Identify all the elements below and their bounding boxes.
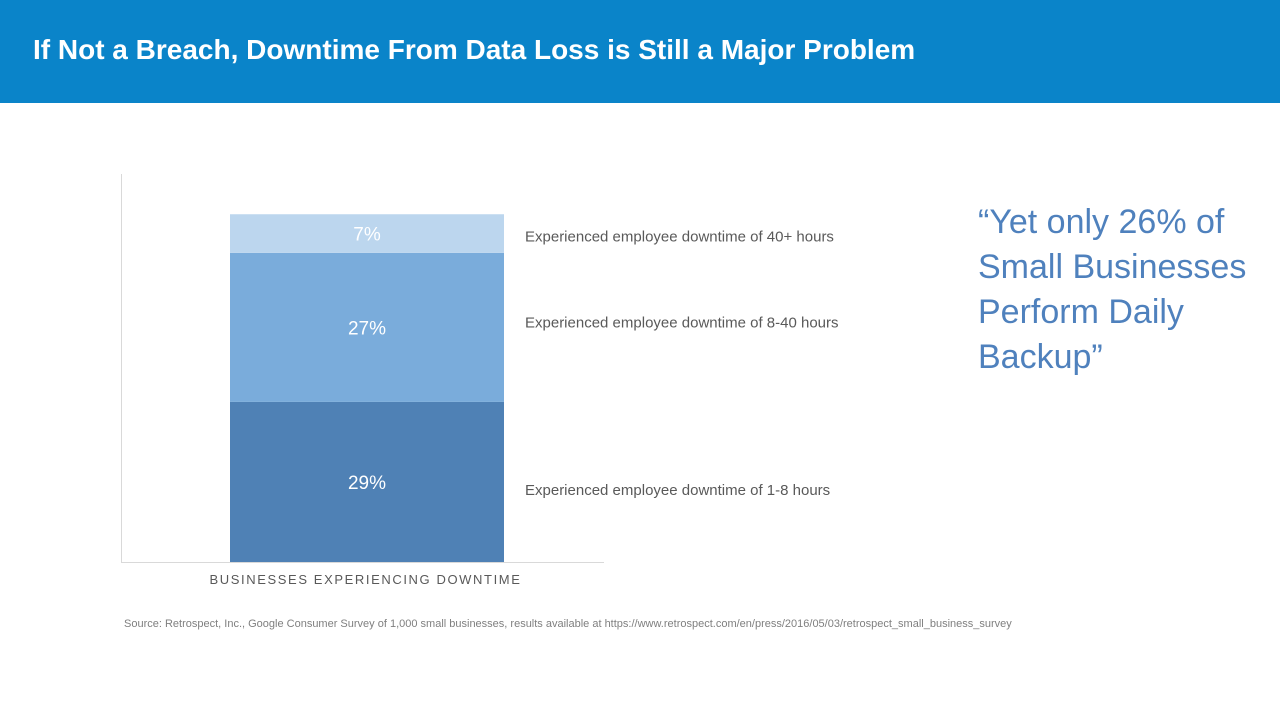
series-label-2: Experienced employee downtime of 8-40 ho…: [525, 314, 839, 331]
bar-segment-3: [230, 214, 504, 253]
x-axis-category-label: BUSINESSES EXPERIENCING DOWNTIME: [210, 572, 522, 587]
bar-segment-1: [230, 401, 504, 562]
title-banner: If Not a Breach, Downtime From Data Loss…: [0, 0, 1280, 103]
series-label-1: Experienced employee downtime of 1-8 hou…: [525, 482, 830, 499]
data-label-3: 7%: [353, 225, 381, 246]
data-label-2: 27%: [348, 318, 386, 339]
series-label-3: Experienced employee downtime of 40+ hou…: [525, 229, 834, 246]
quote-callout: “Yet only 26% of Small Businesses Perfor…: [978, 203, 1247, 376]
page-title: If Not a Breach, Downtime From Data Loss…: [33, 34, 916, 65]
source-citation: Source: Retrospect, Inc., Google Consume…: [124, 618, 1012, 630]
data-label-1: 29%: [348, 473, 386, 494]
bar-segment-2: [230, 252, 504, 402]
